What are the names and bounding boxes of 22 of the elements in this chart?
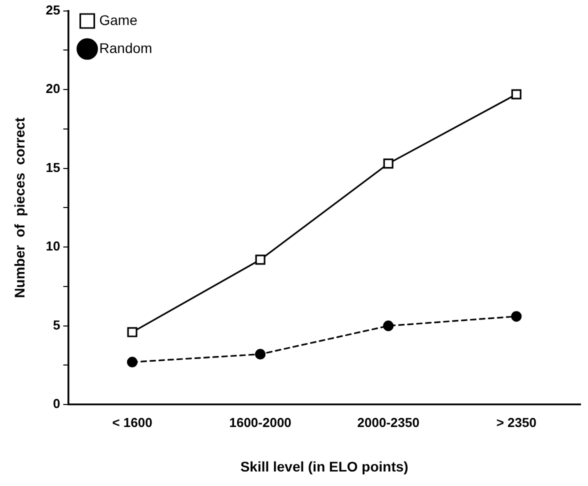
point xyxy=(511,89,522,100)
y-tick-label: 20 xyxy=(46,81,60,96)
legend-label: Game xyxy=(99,12,138,28)
point xyxy=(127,327,138,338)
y-axis-title: Number of pieces correct xyxy=(11,117,28,298)
point xyxy=(383,320,394,332)
x-tick-label: < 1600 xyxy=(112,414,152,430)
x-tick-label: > 2350 xyxy=(496,414,536,430)
point xyxy=(511,311,522,322)
y-tick-label: 25 xyxy=(46,2,60,18)
y-tick-label: 5 xyxy=(53,317,60,332)
point xyxy=(126,356,138,368)
point xyxy=(255,254,266,265)
y-tick-label: 0 xyxy=(53,396,60,412)
y-tick-label: 10 xyxy=(46,238,60,254)
x-tick-label: 1600-2000 xyxy=(229,414,292,430)
point xyxy=(255,348,266,360)
legend-label: Random xyxy=(99,40,152,56)
x-tick-label: 2000-2350 xyxy=(357,414,420,430)
y-tick-label: 15 xyxy=(46,160,60,175)
point xyxy=(383,158,394,169)
x-axis-title: Skill level (in ELO points) xyxy=(240,458,408,474)
